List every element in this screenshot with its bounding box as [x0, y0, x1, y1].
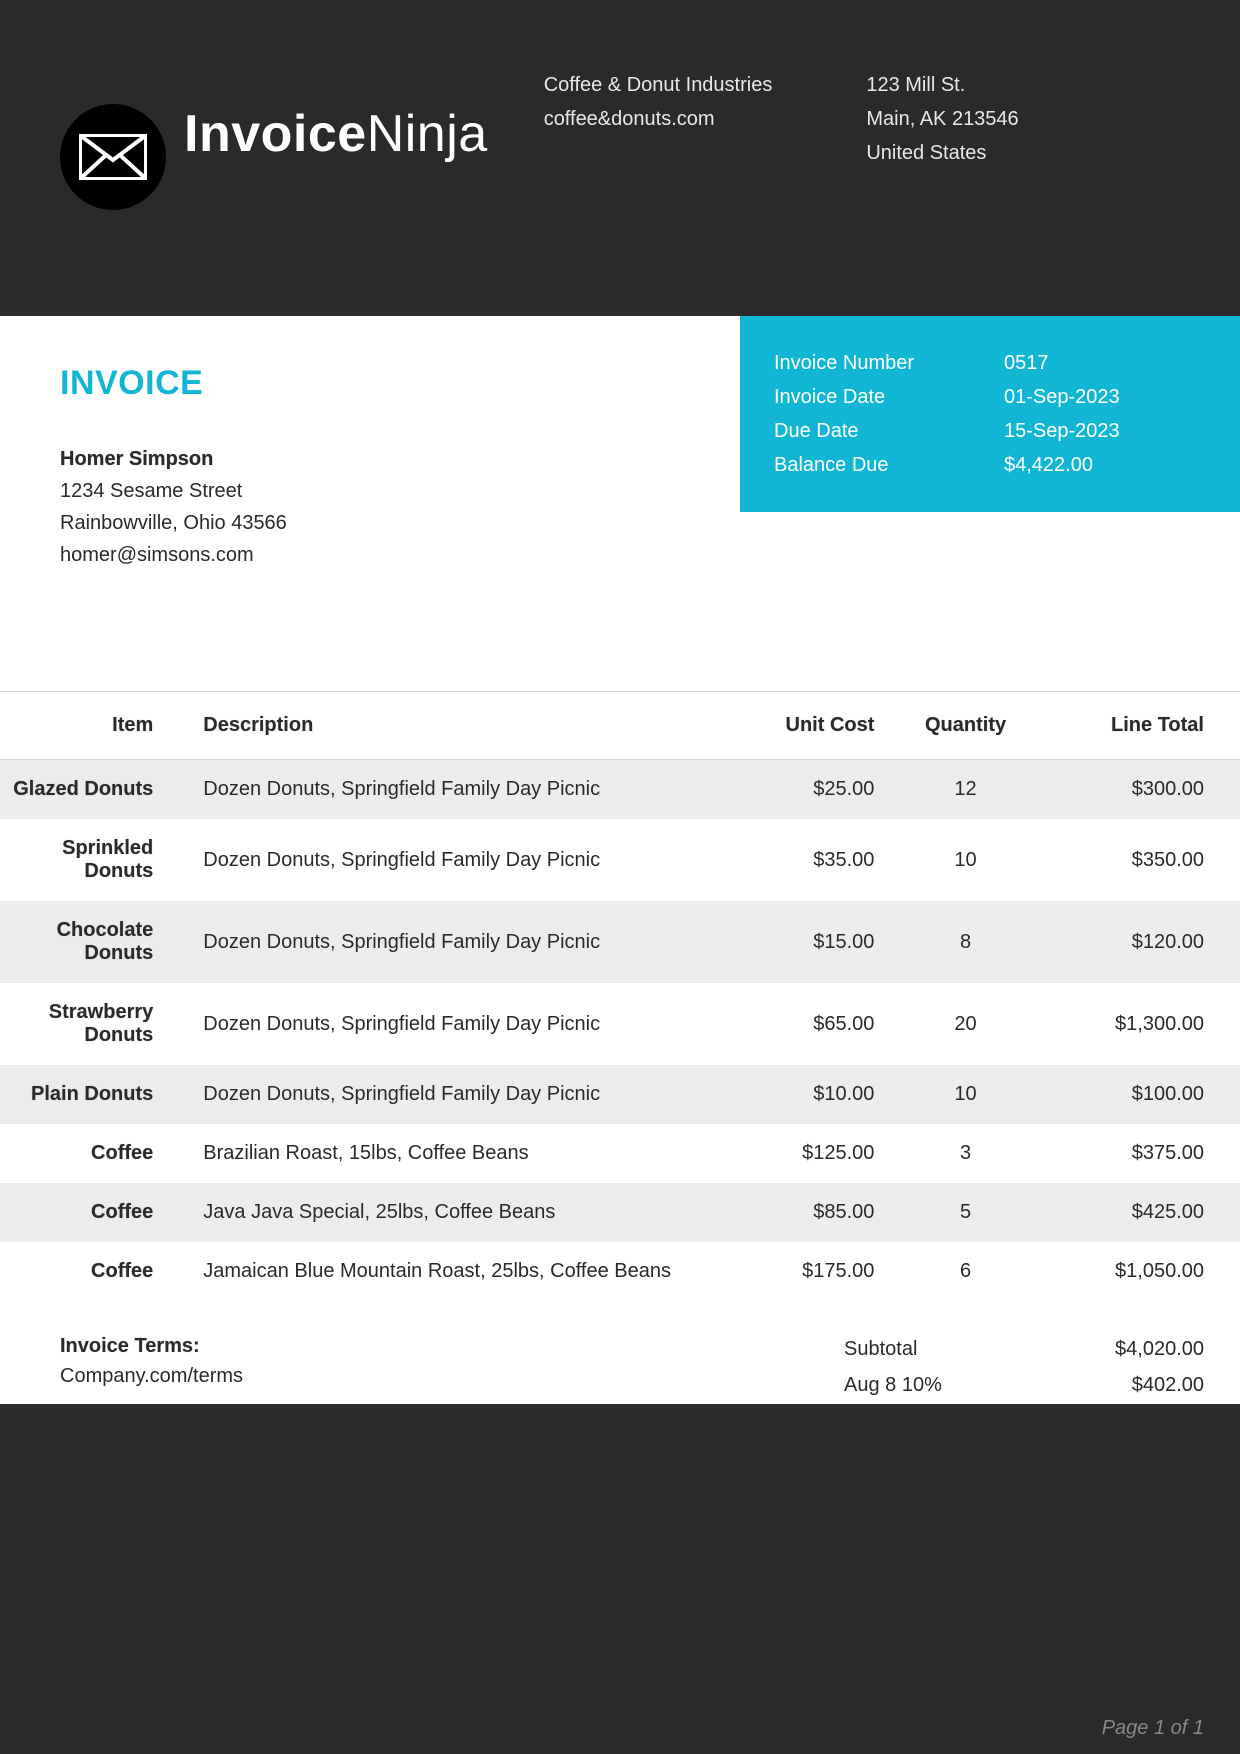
items-table-wrap: Item Description Unit Cost Quantity Line…	[0, 691, 1240, 1301]
item-name: Chocolate Donuts	[0, 901, 203, 983]
item-qty: 10	[894, 819, 1036, 901]
item-qty: 3	[894, 1124, 1036, 1183]
invoice-number-label: Invoice Number	[774, 346, 1004, 380]
invoice-number-value: 0517	[1004, 346, 1049, 380]
item-total: $375.00	[1037, 1124, 1240, 1183]
table-row: Strawberry DonutsDozen Donuts, Springfie…	[0, 983, 1240, 1065]
logo-bold: Invoice	[184, 105, 367, 163]
item-total: $120.00	[1037, 901, 1240, 983]
due-date-value: 15-Sep-2023	[1004, 414, 1120, 448]
item-unit: $175.00	[742, 1242, 894, 1301]
item-total: $425.00	[1037, 1183, 1240, 1242]
item-desc: Dozen Donuts, Springfield Family Day Pic…	[203, 1065, 742, 1124]
invoice-date-value: 01-Sep-2023	[1004, 380, 1120, 414]
page-number: Page 1 of 1	[1102, 1717, 1204, 1740]
mid-section: INVOICE Homer Simpson 1234 Sesame Street…	[0, 316, 1240, 571]
item-unit: $65.00	[742, 983, 894, 1065]
item-name: Coffee	[0, 1242, 203, 1301]
item-qty: 5	[894, 1183, 1036, 1242]
table-row: CoffeeBrazilian Roast, 15lbs, Coffee Bea…	[0, 1124, 1240, 1183]
col-description: Description	[203, 692, 742, 760]
item-desc: Java Java Special, 25lbs, Coffee Beans	[203, 1183, 742, 1242]
item-name: Sprinkled Donuts	[0, 819, 203, 901]
subtotal-value: $4,020.00	[1115, 1331, 1204, 1367]
item-unit: $85.00	[742, 1183, 894, 1242]
table-header-row: Item Description Unit Cost Quantity Line…	[0, 692, 1240, 760]
address-line1: 123 Mill St.	[866, 68, 1018, 102]
company-address: 123 Mill St. Main, AK 213546 United Stat…	[866, 68, 1018, 316]
item-name: Coffee	[0, 1183, 203, 1242]
company-name: Coffee & Donut Industries	[544, 68, 773, 102]
invoice-date-label: Invoice Date	[774, 380, 1004, 414]
item-qty: 6	[894, 1242, 1036, 1301]
item-name: Strawberry Donuts	[0, 983, 203, 1065]
subtotal-label: Subtotal	[844, 1331, 917, 1367]
item-desc: Dozen Donuts, Springfield Family Day Pic…	[203, 901, 742, 983]
meta-row: Balance Due $4,422.00	[774, 448, 1198, 482]
balance-due-label: Balance Due	[774, 448, 1004, 482]
invoice-meta: Invoice Number 0517 Invoice Date 01-Sep-…	[740, 316, 1240, 512]
table-row: Chocolate DonutsDozen Donuts, Springfiel…	[0, 901, 1240, 983]
table-row: CoffeeJava Java Special, 25lbs, Coffee B…	[0, 1183, 1240, 1242]
client-email: homer@simsons.com	[60, 539, 1240, 571]
col-quantity: Quantity	[894, 692, 1036, 760]
item-name: Coffee	[0, 1124, 203, 1183]
item-total: $1,050.00	[1037, 1242, 1240, 1301]
item-unit: $35.00	[742, 819, 894, 901]
item-total: $350.00	[1037, 819, 1240, 901]
table-row: CoffeeJamaican Blue Mountain Roast, 25lb…	[0, 1242, 1240, 1301]
address-line2: Main, AK 213546	[866, 102, 1018, 136]
item-desc: Jamaican Blue Mountain Roast, 25lbs, Cof…	[203, 1242, 742, 1301]
item-total: $300.00	[1037, 760, 1240, 820]
due-date-label: Due Date	[774, 414, 1004, 448]
items-table: Item Description Unit Cost Quantity Line…	[0, 692, 1240, 1301]
table-row: Plain DonutsDozen Donuts, Springfield Fa…	[0, 1065, 1240, 1124]
tax-label: Aug 8 10%	[844, 1367, 942, 1403]
col-unit-cost: Unit Cost	[742, 692, 894, 760]
logo-text: InvoiceNinja	[184, 104, 488, 164]
meta-row: Invoice Date 01-Sep-2023	[774, 380, 1198, 414]
item-unit: $10.00	[742, 1065, 894, 1124]
meta-row: Invoice Number 0517	[774, 346, 1198, 380]
logo-light: Ninja	[367, 105, 488, 163]
table-row: Sprinkled DonutsDozen Donuts, Springfiel…	[0, 819, 1240, 901]
item-qty: 10	[894, 1065, 1036, 1124]
terms-label: Invoice Terms:	[60, 1331, 844, 1361]
col-item: Item	[0, 692, 203, 760]
envelope-icon	[60, 104, 166, 210]
item-qty: 8	[894, 901, 1036, 983]
logo: InvoiceNinja	[60, 104, 488, 316]
item-unit: $125.00	[742, 1124, 894, 1183]
meta-row: Due Date 15-Sep-2023	[774, 414, 1198, 448]
company-website: coffee&donuts.com	[544, 102, 773, 136]
item-total: $1,300.00	[1037, 983, 1240, 1065]
balance-due-value: $4,422.00	[1004, 448, 1093, 482]
item-unit: $25.00	[742, 760, 894, 820]
item-total: $100.00	[1037, 1065, 1240, 1124]
table-row: Glazed DonutsDozen Donuts, Springfield F…	[0, 760, 1240, 820]
terms-url: Company.com/terms	[60, 1361, 844, 1391]
item-qty: 20	[894, 983, 1036, 1065]
address-line3: United States	[866, 136, 1018, 170]
item-desc: Dozen Donuts, Springfield Family Day Pic…	[203, 760, 742, 820]
item-desc: Dozen Donuts, Springfield Family Day Pic…	[203, 983, 742, 1065]
item-qty: 12	[894, 760, 1036, 820]
total-row: Subtotal $4,020.00	[844, 1331, 1204, 1367]
col-line-total: Line Total	[1037, 692, 1240, 760]
company-info: Coffee & Donut Industries coffee&donuts.…	[544, 68, 773, 316]
item-desc: Dozen Donuts, Springfield Family Day Pic…	[203, 819, 742, 901]
item-unit: $15.00	[742, 901, 894, 983]
header: InvoiceNinja Coffee & Donut Industries c…	[0, 0, 1240, 316]
item-name: Glazed Donuts	[0, 760, 203, 820]
item-desc: Brazilian Roast, 15lbs, Coffee Beans	[203, 1124, 742, 1183]
item-name: Plain Donuts	[0, 1065, 203, 1124]
total-row: Aug 8 10% $402.00	[844, 1367, 1204, 1403]
tax-value: $402.00	[1132, 1367, 1204, 1403]
footer: Page 1 of 1	[0, 1404, 1240, 1754]
